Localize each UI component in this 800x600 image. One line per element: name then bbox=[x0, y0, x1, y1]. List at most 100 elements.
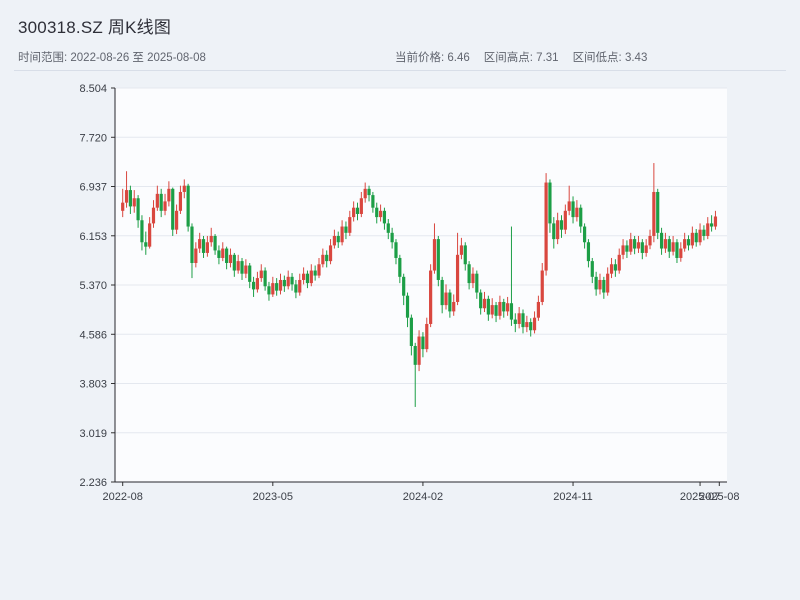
candle-body bbox=[225, 248, 229, 263]
candle-body bbox=[371, 195, 375, 208]
candle-body bbox=[163, 201, 167, 211]
candle-body bbox=[509, 303, 514, 320]
candle-body bbox=[259, 270, 263, 279]
candle-body bbox=[563, 210, 567, 230]
candle-body bbox=[201, 239, 206, 253]
candle-body bbox=[598, 279, 602, 290]
candle-body bbox=[413, 345, 417, 365]
candle-body bbox=[417, 336, 421, 365]
candle-body bbox=[325, 254, 329, 262]
candle-body bbox=[609, 264, 614, 274]
candle-body bbox=[290, 276, 294, 285]
candle-body bbox=[275, 283, 279, 291]
candle-body bbox=[667, 239, 671, 252]
candle-body bbox=[271, 283, 275, 295]
time-range-label: 时间范围: 2022-08-26 至 2025-08-08 bbox=[18, 52, 206, 64]
candle-body bbox=[378, 210, 383, 218]
candle-body bbox=[148, 223, 152, 247]
y-tick-label: 3.019 bbox=[79, 428, 107, 440]
candle-body bbox=[652, 191, 656, 236]
candle-body bbox=[590, 261, 594, 277]
candle-body bbox=[644, 245, 648, 253]
candle-body bbox=[698, 229, 702, 243]
candle-body bbox=[482, 298, 487, 309]
candle-body bbox=[248, 265, 252, 282]
candle-body bbox=[232, 254, 236, 271]
candle-body bbox=[567, 201, 571, 211]
header-divider bbox=[14, 70, 786, 71]
candle-body bbox=[579, 207, 583, 227]
candle-body bbox=[267, 286, 271, 295]
candle-body bbox=[359, 198, 363, 214]
candle-body bbox=[213, 235, 217, 251]
candle-body bbox=[444, 292, 448, 306]
candle-body bbox=[690, 232, 694, 246]
y-tick-label: 6.937 bbox=[79, 182, 107, 194]
candle-body bbox=[198, 239, 202, 249]
candle-body bbox=[517, 313, 521, 324]
candle-body bbox=[309, 270, 313, 284]
candle-body bbox=[475, 273, 479, 293]
x-tick-label: 2024-02 bbox=[403, 491, 443, 503]
candle-body bbox=[436, 239, 440, 280]
candle-body bbox=[571, 201, 575, 218]
candle-body bbox=[171, 188, 175, 230]
candle-body bbox=[386, 223, 390, 233]
candle-body bbox=[694, 232, 698, 243]
candle-body bbox=[513, 319, 517, 324]
candle-body bbox=[355, 207, 360, 214]
candle-body bbox=[686, 239, 691, 246]
candle-body bbox=[182, 185, 186, 192]
candle-body bbox=[594, 276, 598, 290]
candle-body bbox=[402, 276, 406, 296]
x-tick-label: 2025-07 bbox=[680, 491, 720, 503]
candle-body bbox=[174, 210, 179, 230]
candle-body bbox=[506, 303, 510, 312]
candle-body bbox=[221, 248, 225, 258]
candle-body bbox=[151, 207, 156, 224]
candle-body bbox=[432, 239, 437, 271]
candle-body bbox=[340, 226, 344, 243]
candle-body bbox=[529, 322, 533, 331]
candle-body bbox=[452, 301, 456, 312]
y-tick-label: 2.236 bbox=[79, 477, 107, 489]
candle-body bbox=[633, 239, 637, 249]
candle-body bbox=[625, 245, 629, 252]
candle-body bbox=[548, 182, 552, 224]
candle-body bbox=[394, 242, 398, 258]
candle-body bbox=[525, 322, 529, 328]
candle-body bbox=[178, 191, 183, 211]
candle-body bbox=[144, 242, 148, 247]
candle-body bbox=[602, 279, 606, 293]
candle-body bbox=[405, 295, 410, 318]
candle-body bbox=[675, 242, 679, 258]
candle-body bbox=[575, 207, 579, 218]
candle-body bbox=[629, 239, 633, 252]
candle-body bbox=[244, 265, 248, 274]
candle-body bbox=[467, 264, 471, 284]
candle-body bbox=[679, 248, 683, 258]
candle-body bbox=[217, 250, 221, 258]
candle-body bbox=[236, 261, 240, 271]
candle-body bbox=[663, 239, 668, 249]
current-price-label: 当前价格: 6.46 bbox=[395, 52, 470, 64]
candle-body bbox=[382, 210, 387, 224]
candle-body bbox=[448, 292, 452, 312]
candle-body bbox=[671, 242, 675, 252]
candle-body bbox=[363, 188, 367, 199]
candle-body bbox=[328, 245, 333, 262]
candle-body bbox=[455, 254, 460, 302]
candle-body bbox=[375, 207, 379, 218]
candle-body bbox=[521, 313, 525, 328]
candle-body bbox=[136, 198, 140, 221]
candle-body bbox=[621, 245, 625, 255]
candle-body bbox=[167, 188, 171, 202]
candle-body bbox=[683, 239, 687, 249]
candle-body bbox=[159, 193, 163, 211]
y-tick-label: 5.370 bbox=[79, 280, 107, 292]
y-tick-label: 4.586 bbox=[79, 329, 107, 341]
candle-body bbox=[228, 254, 233, 263]
candle-body bbox=[251, 281, 256, 290]
